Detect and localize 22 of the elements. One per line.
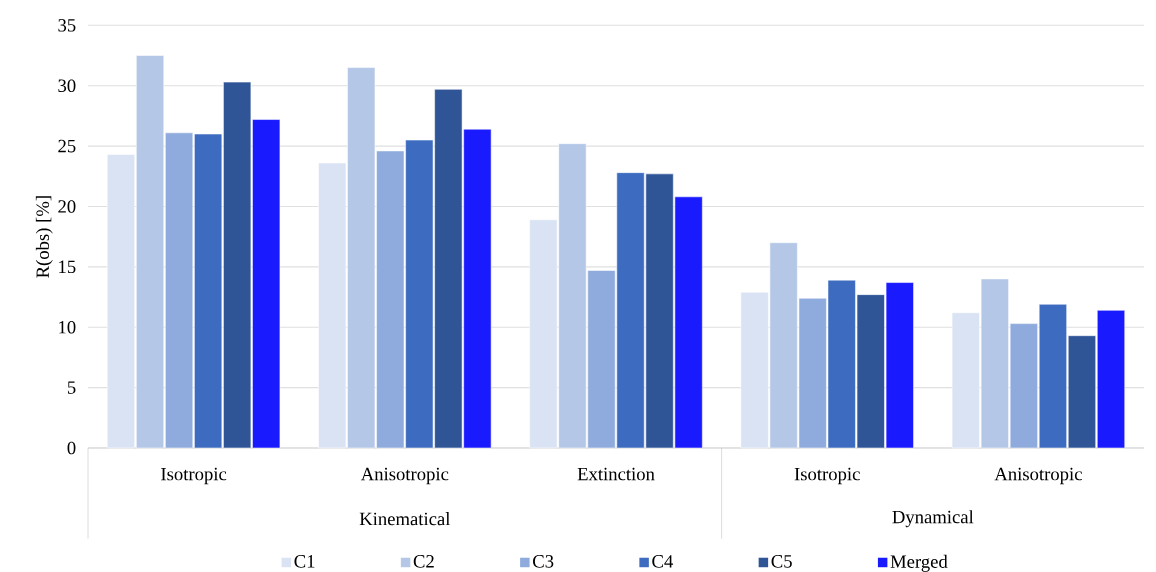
x-tick-label: Isotropic <box>794 467 860 485</box>
y-tick-label: 30 <box>58 79 76 93</box>
y-tick-label: 0 <box>67 441 76 455</box>
legend-label: C5 <box>771 555 792 568</box>
text: Dynamical <box>892 510 974 528</box>
x-tick-label: Isotropic <box>161 467 227 485</box>
legend-label: C1 <box>294 555 315 568</box>
x-tick-label: Anisotropic <box>360 467 449 485</box>
y-tick-label: 15 <box>59 260 76 274</box>
legend-label: Merged <box>890 554 948 572</box>
y-tick-label: 35 <box>58 19 76 32</box>
y-tick-label: 20 <box>58 200 76 213</box>
y-tick-label: 10 <box>59 320 76 334</box>
x-tick-label: Extinction <box>577 467 655 481</box>
legend-label: C2 <box>413 555 434 568</box>
y-tick-label: 5 <box>67 381 76 394</box>
x-tick-label: Anisotropic <box>994 467 1082 485</box>
text: Kinematical <box>359 512 451 526</box>
legend-label: C4 <box>652 555 674 568</box>
y-axis-title: R(obs) [%] <box>35 196 53 278</box>
legend-label: C3 <box>533 555 554 568</box>
y-tick-label: 25 <box>58 139 76 153</box>
